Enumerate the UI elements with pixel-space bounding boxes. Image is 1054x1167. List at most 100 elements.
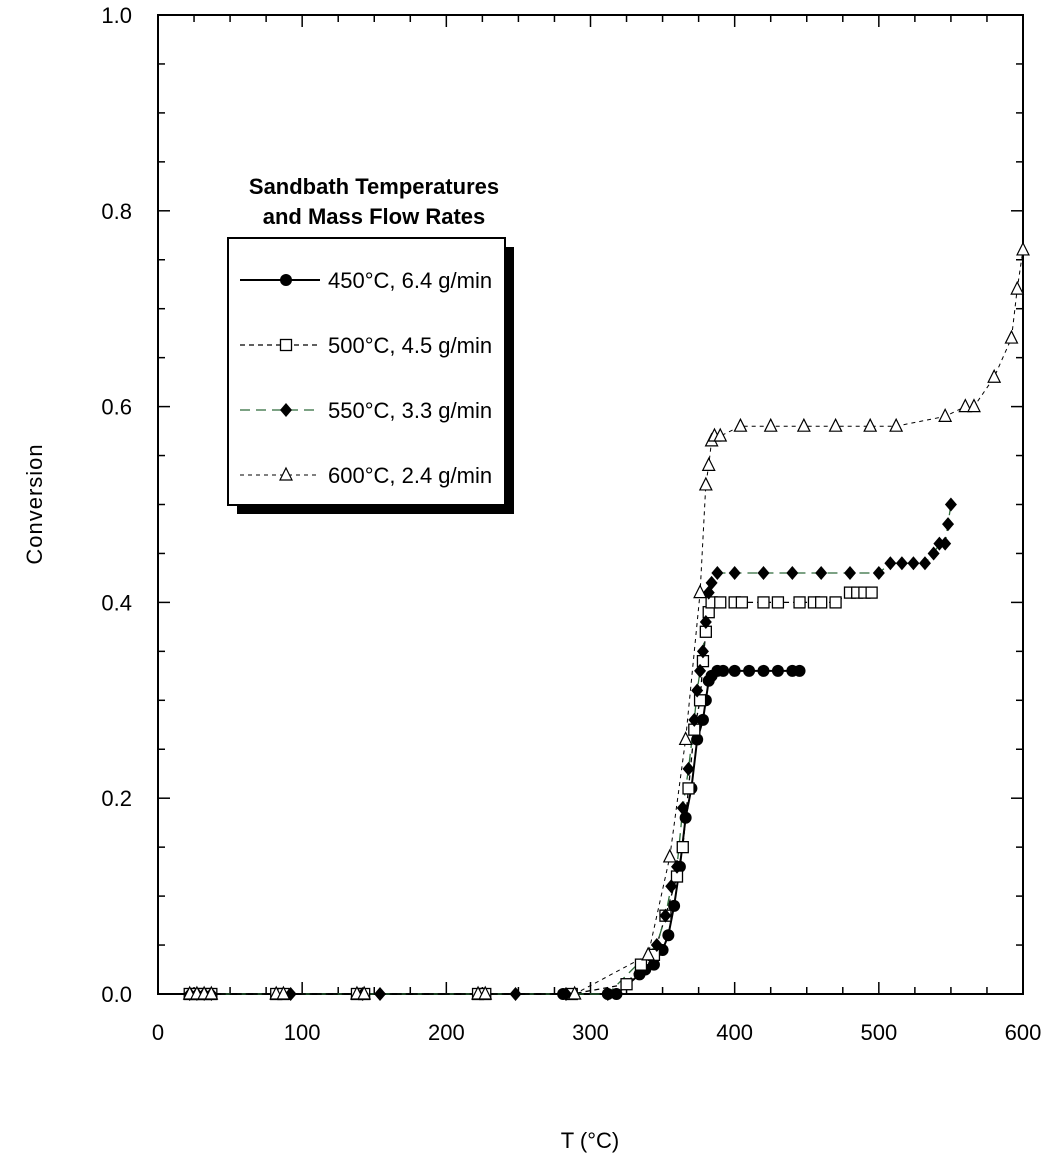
y-tick-label: 0.0 [101, 982, 132, 1007]
data-point-series-1 [668, 899, 681, 912]
legend-marker-3 [280, 403, 292, 417]
x-tick-label: 300 [572, 1020, 609, 1045]
data-point-series-4 [1010, 280, 1025, 295]
data-point-series-2 [676, 841, 689, 854]
legend-title-line2: and Mass Flow Rates [263, 204, 486, 229]
data-point-series-2 [735, 596, 749, 609]
data-point-series-3 [927, 546, 940, 561]
y-tick-label: 0.8 [101, 199, 132, 224]
legend-marker-1 [280, 274, 292, 286]
data-point-series-3 [844, 566, 856, 581]
axis-ticks [157, 14, 1024, 995]
series-points [182, 241, 1030, 1001]
data-point-series-3 [676, 800, 689, 815]
y-tick-label: 0.4 [101, 590, 132, 615]
data-point-series-4 [662, 848, 677, 863]
data-point-series-2 [865, 586, 878, 599]
data-point-series-3 [711, 566, 724, 581]
data-point-series-4 [678, 731, 693, 746]
data-point-series-2 [714, 596, 727, 609]
data-point-series-1 [662, 929, 675, 942]
data-point-series-1 [647, 958, 660, 971]
data-point-series-2 [829, 596, 842, 609]
data-point-series-3 [601, 987, 614, 1001]
y-tick-label: 0.6 [101, 395, 132, 420]
data-point-series-4 [733, 417, 748, 432]
data-point-series-3 [918, 556, 931, 571]
data-point-series-4 [478, 985, 493, 1000]
data-point-series-4 [967, 398, 981, 413]
legend-marker-2 [279, 338, 293, 352]
data-point-series-1 [679, 811, 692, 824]
data-point-series-4 [938, 408, 953, 422]
data-point-series-3 [815, 566, 828, 581]
x-tick-label: 200 [428, 1020, 465, 1045]
data-point-series-3 [757, 566, 770, 581]
data-point-series-4 [693, 584, 708, 599]
data-point-series-4 [698, 476, 713, 491]
data-point-series-3 [939, 536, 952, 551]
legend: Sandbath Temperatures and Mass Flow Rate… [227, 174, 514, 514]
tick-labels: 0 100 200 300 400 500 600 0.0 0.2 0.4 0.6 0.8 1.0 [101, 3, 1041, 1045]
data-point-series-3 [694, 663, 707, 678]
data-point-series-4 [701, 456, 716, 471]
x-tick-label: 100 [284, 1020, 321, 1045]
data-point-series-2 [815, 596, 828, 609]
data-point-series-3 [786, 566, 799, 581]
data-point-series-3 [895, 556, 908, 571]
data-point-series-4 [641, 946, 656, 961]
series-line-3 [189, 504, 952, 995]
y-tick-label: 1.0 [101, 3, 132, 28]
y-tick-label: 0.2 [101, 786, 132, 811]
data-point-series-3 [872, 566, 885, 581]
data-point-series-3 [688, 712, 701, 727]
data-point-series-1 [696, 713, 709, 726]
data-point-series-4 [958, 398, 973, 413]
x-tick-label: 500 [860, 1020, 897, 1045]
data-point-series-4 [713, 427, 728, 442]
legend-label-1: 450°C, 6.4 g/min [328, 268, 492, 293]
data-point-series-4 [763, 417, 778, 432]
data-point-series-3 [659, 908, 672, 923]
data-point-series-4 [276, 985, 291, 1000]
x-axis-title: T (°C) [561, 1128, 620, 1153]
legend-title-line1: Sandbath Temperatures [249, 174, 499, 199]
data-point-series-1 [691, 733, 704, 746]
data-point-series-4 [863, 417, 878, 432]
data-point-series-4 [357, 985, 372, 1000]
data-point-series-1 [793, 664, 806, 677]
data-point-series-1 [771, 664, 784, 677]
legend-entries: 450°C, 6.4 g/min 500°C, 4.5 g/min 550°C, 3… [240, 268, 492, 488]
legend-label-2: 500°C, 4.5 g/min [328, 333, 492, 358]
data-point-series-4 [1016, 241, 1030, 256]
data-point-series-2 [634, 958, 648, 971]
data-point-series-4 [889, 417, 904, 432]
data-point-series-2 [757, 596, 770, 609]
data-point-series-1 [743, 664, 756, 677]
data-point-series-2 [620, 978, 633, 991]
data-point-series-3 [374, 987, 387, 1001]
legend-box [227, 237, 506, 506]
data-point-series-4 [204, 985, 219, 1000]
series-line-2 [189, 591, 872, 995]
legend-marker-4 [279, 466, 293, 481]
data-point-series-3 [509, 987, 522, 1001]
data-point-series-3 [696, 644, 709, 659]
data-point-series-2 [793, 596, 806, 609]
data-point-series-4 [828, 417, 843, 432]
data-point-series-3 [907, 556, 920, 571]
data-point-series-3 [705, 575, 718, 590]
data-point-series-4 [1004, 329, 1019, 344]
data-point-series-3 [944, 497, 957, 512]
data-point-series-3 [671, 859, 683, 874]
legend-label-4: 600°C, 2.4 g/min [328, 463, 492, 488]
data-point-series-4 [567, 985, 582, 1000]
x-tick-label: 600 [1005, 1020, 1042, 1045]
x-tick-label: 0 [152, 1020, 164, 1045]
data-point-series-3 [650, 938, 663, 953]
x-tick-label: 400 [716, 1020, 753, 1045]
legend-label-3: 550°C, 3.3 g/min [328, 398, 492, 423]
data-point-series-2 [693, 694, 707, 707]
data-point-series-3 [728, 566, 741, 581]
